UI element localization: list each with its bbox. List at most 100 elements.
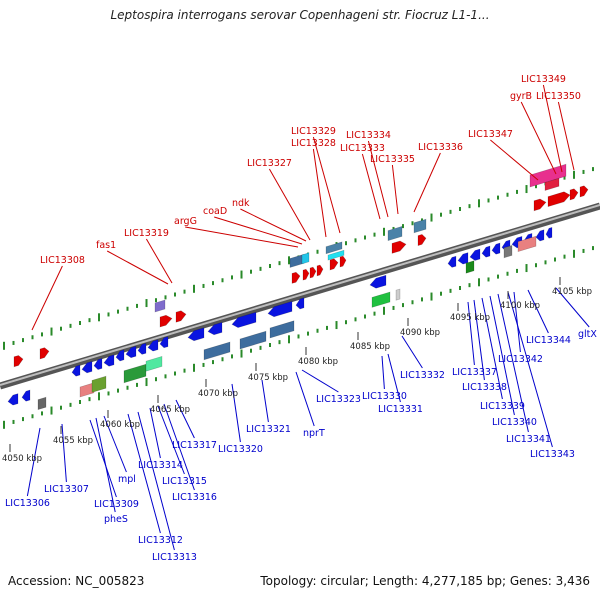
kbp-tick-label: 4065 kbp — [150, 405, 190, 415]
top-label-leader — [413, 152, 441, 213]
reverse-gene-arrow — [491, 242, 501, 255]
bottom-gene-label: LIC13314 — [138, 460, 183, 471]
kbp-tick-label: 4055 kbp — [53, 436, 93, 446]
bottom-gene-label: LIC13316 — [172, 492, 217, 503]
reverse-gene-arrow — [447, 255, 457, 268]
bottom-label-leader — [137, 411, 175, 551]
kbp-tick-label: 4075 kbp — [248, 373, 288, 383]
top-gene-label: LIC13319 — [124, 228, 169, 239]
top-label-leader — [312, 136, 341, 234]
forward-gene-arrow — [417, 234, 427, 247]
top-label-leader — [214, 216, 303, 245]
reverse-gene-arrow — [93, 357, 103, 370]
gene-box — [465, 260, 475, 274]
reverse-gene-arrow — [469, 248, 481, 261]
bottom-label-leader — [489, 295, 515, 416]
bottom-gene-label: LIC13306 — [5, 498, 50, 509]
forward-gene-arrow — [291, 271, 301, 284]
bottom-label-leader — [387, 353, 401, 403]
bottom-gene-label: LIC13342 — [498, 354, 543, 365]
top-gene-label: LIC13328 — [291, 138, 336, 149]
bottom-gene-label: LIC13330 — [362, 391, 407, 402]
gene-box — [301, 252, 310, 265]
top-gene-label: fas1 — [96, 240, 116, 251]
top-gene-label: LIC13349 — [521, 74, 566, 85]
reverse-gene-arrow — [125, 345, 137, 359]
kbp-tick-label: 4105 kbp — [552, 287, 592, 297]
bottom-gene-label: LIC13332 — [400, 370, 445, 381]
forward-gene-arrow — [175, 310, 187, 323]
top-gene-label: coaD — [203, 206, 227, 217]
bottom-label-leader — [163, 403, 195, 491]
top-label-leader — [106, 250, 169, 285]
bottom-label-leader — [473, 299, 485, 381]
bottom-gene-label: LIC13331 — [378, 404, 423, 415]
top-gene-label: LIC13336 — [418, 142, 463, 153]
genome-summary-text: Topology: circular; Length: 4,277,185 bp… — [260, 574, 590, 588]
bottom-label-leader — [555, 287, 590, 328]
forward-gene-arrow — [329, 258, 339, 271]
forward-gene-arrow — [302, 268, 310, 281]
reverse-gene-arrow — [147, 339, 159, 352]
bottom-label-leader — [497, 293, 529, 433]
forward-gene-arrow — [13, 355, 24, 368]
bottom-label-leader — [231, 383, 241, 443]
kbp-tick-label: 4070 kbp — [198, 389, 238, 399]
bottom-label-leader — [95, 417, 116, 513]
forward-gene-arrow — [391, 240, 407, 254]
bottom-gene-label: LIC13339 — [480, 401, 525, 412]
genome-axis-highlight — [0, 204, 600, 386]
top-gene-label: LIC13350 — [536, 91, 581, 102]
bottom-label-leader — [295, 371, 315, 427]
reverse-gene-arrow — [7, 393, 19, 406]
reverse-gene-arrow — [115, 349, 125, 362]
kbp-tick-label: 4080 kbp — [298, 357, 338, 367]
top-label-leader — [185, 226, 299, 248]
kbp-tick-label: 4100 kbp — [500, 301, 540, 311]
top-gene-label: LIC13308 — [40, 255, 85, 266]
bottom-label-leader — [507, 291, 553, 448]
top-label-leader — [520, 101, 557, 175]
reverse-gene-arrow — [295, 297, 305, 310]
gene-box — [79, 382, 95, 398]
bottom-gene-label: LIC13341 — [506, 434, 551, 445]
top-label-leader — [31, 265, 63, 331]
bottom-label-leader — [481, 297, 503, 400]
forward-gene-arrow — [547, 191, 571, 208]
gene-box — [325, 241, 343, 255]
forward-gene-arrow — [309, 266, 317, 279]
reverse-gene-arrow — [481, 245, 491, 258]
bottom-gene-label: LIC13315 — [162, 476, 207, 487]
top-label-leader — [557, 101, 575, 171]
gene-box — [145, 355, 163, 372]
gene-box — [91, 375, 107, 393]
kbp-tick-label: 4095 kbp — [450, 313, 490, 323]
reverse-gene-arrow — [71, 364, 81, 377]
top-gene-label: LIC13327 — [247, 158, 292, 169]
bottom-label-leader — [527, 289, 549, 334]
gene-box — [503, 244, 513, 259]
top-label-leader — [240, 208, 307, 242]
kbp-tick-label: 4060 kbp — [100, 420, 140, 430]
bottom-gene-label: nprT — [303, 428, 325, 439]
top-label-leader — [145, 238, 173, 284]
bottom-gene-label: LIC13320 — [218, 444, 263, 455]
bottom-gene-label: LIC13337 — [452, 367, 497, 378]
forward-gene-arrow — [533, 198, 547, 212]
gene-box — [37, 396, 47, 411]
bottom-gene-label: LIC13321 — [246, 424, 291, 435]
top-gene-label: LIC13333 — [340, 143, 385, 154]
gene-box — [203, 341, 231, 361]
gene-box — [413, 218, 427, 234]
gene-box — [327, 249, 345, 261]
bottom-gene-label: LIC13340 — [492, 417, 537, 428]
bottom-gene-label: gltX — [578, 329, 597, 340]
bottom-gene-label: LIC13343 — [530, 449, 575, 460]
bottom-gene-label: LIC13312 — [138, 535, 183, 546]
bottom-gene-label: LIC13323 — [316, 394, 361, 405]
reverse-gene-arrow — [187, 327, 205, 342]
top-gene-label: ndk — [232, 198, 250, 209]
forward-gene-arrow — [159, 314, 173, 328]
bottom-label-leader — [103, 415, 127, 473]
